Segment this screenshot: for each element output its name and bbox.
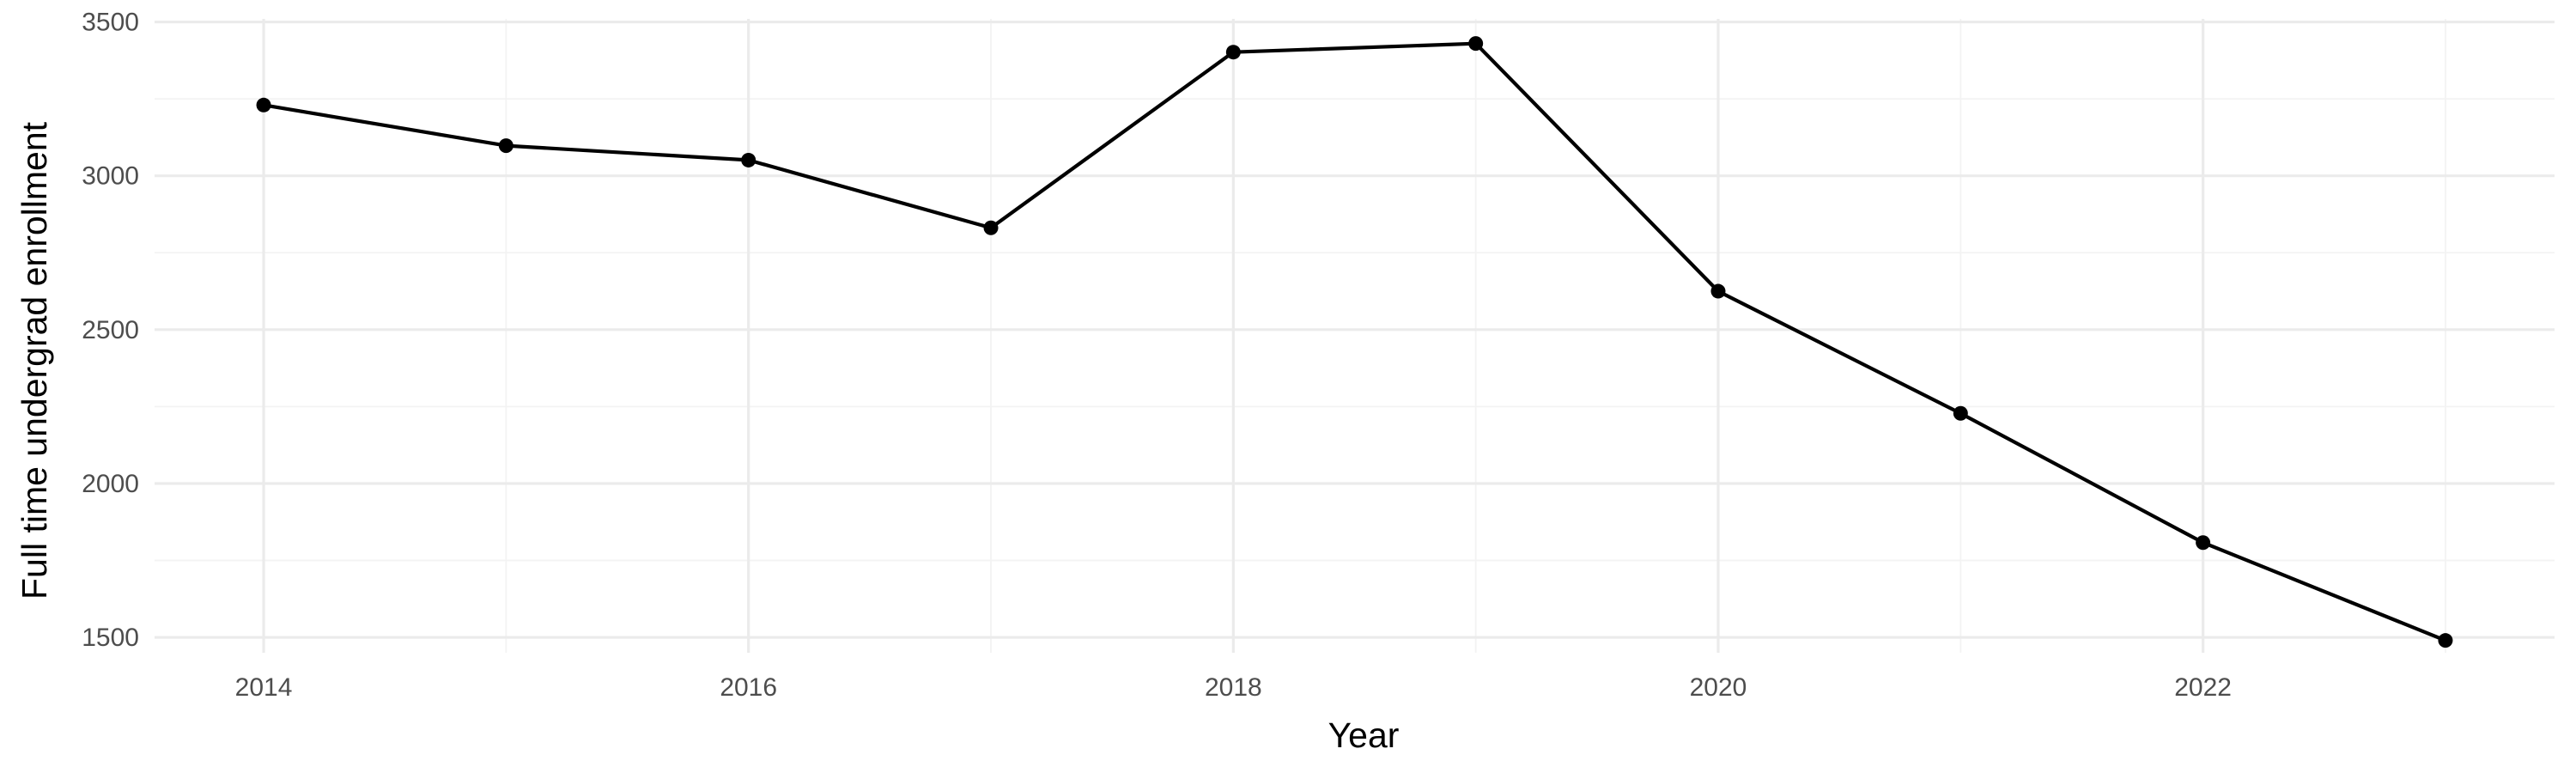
data-point	[2438, 633, 2453, 648]
y-axis-title: Full time undergrad enrollment	[15, 121, 54, 600]
data-point	[2196, 535, 2211, 551]
series-layer	[256, 36, 2453, 648]
x-tick-label: 2018	[1205, 673, 1262, 702]
data-point	[983, 220, 999, 235]
y-tick-label: 2000	[82, 470, 139, 498]
y-tick-label: 1500	[82, 624, 139, 652]
data-point	[741, 152, 756, 167]
series-line	[261, 41, 2448, 642]
x-axis-title: Year	[1328, 715, 1400, 755]
data-point	[1710, 283, 1726, 299]
data-point	[256, 97, 271, 113]
data-point	[1953, 405, 1968, 421]
x-tick-label: 2020	[1690, 673, 1747, 702]
major-gridlines	[155, 19, 2555, 653]
x-tick-label: 2022	[2174, 673, 2232, 702]
minor-gridlines	[155, 19, 2555, 653]
data-point	[498, 138, 513, 154]
tick-labels: 1500 2000 2500 3000 3500 2014 2016 2018 2020 2022	[82, 9, 2232, 702]
x-tick-label: 2014	[235, 673, 293, 702]
y-tick-label: 2500	[82, 316, 139, 344]
y-tick-label: 3000	[82, 162, 139, 191]
x-tick-label: 2016	[720, 673, 777, 702]
y-tick-label: 3500	[82, 9, 139, 37]
data-point	[1468, 36, 1484, 52]
data-point	[1225, 45, 1241, 60]
